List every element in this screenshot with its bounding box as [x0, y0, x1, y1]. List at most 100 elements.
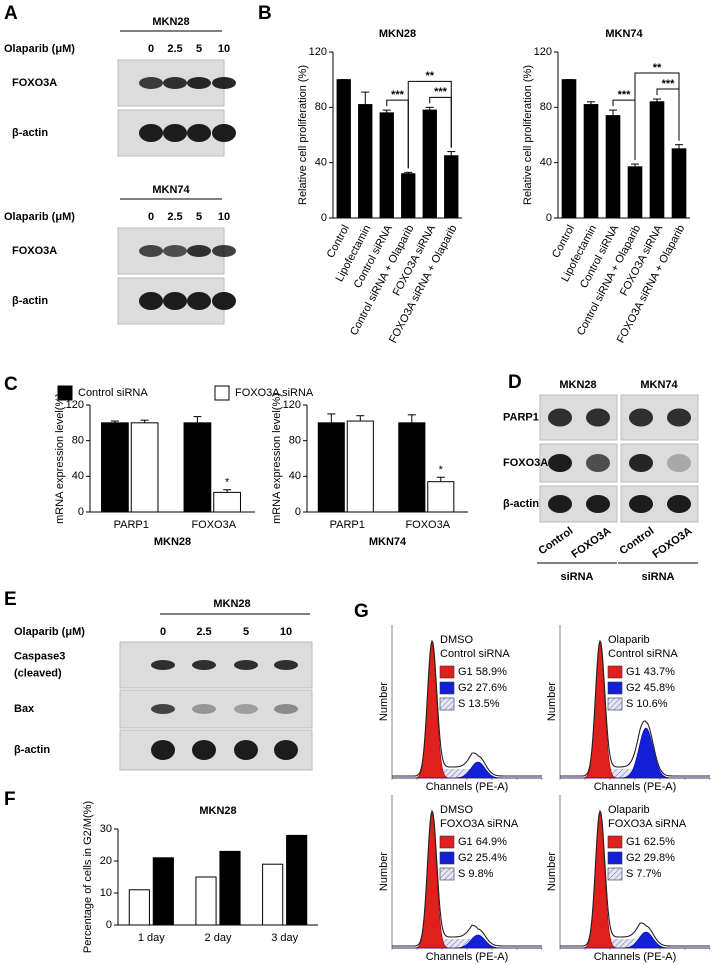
phase-label: S 13.5%: [458, 698, 500, 710]
cell-line-label: MKN28: [213, 598, 250, 610]
bar: [671, 148, 687, 219]
blot-band: [234, 660, 258, 670]
phase-swatch: [607, 665, 623, 679]
x-tick-label: PARP1: [114, 519, 149, 531]
phase-g2: [560, 931, 710, 949]
x-tick-label: 2 day: [205, 932, 232, 944]
blot-band: [163, 124, 187, 142]
histogram-outline: [392, 809, 542, 947]
dose-label: 10: [280, 626, 292, 638]
dose-label: 10: [218, 43, 230, 55]
phase-swatch: [439, 851, 455, 865]
chart-title: MKN28: [199, 805, 236, 817]
y-tick-label: 0: [321, 212, 327, 224]
blot-row-label: β-actin: [12, 295, 48, 307]
blot-band: [548, 408, 572, 427]
blot-band: [139, 245, 163, 257]
blot-row-label: FOXO3A: [12, 77, 57, 89]
blot-row-label: FOXO3A: [503, 457, 548, 469]
blot-band: [192, 704, 216, 714]
condition-label: Olaparib: [608, 634, 650, 646]
panel-letter: G: [354, 601, 369, 622]
panel-letter: E: [4, 589, 17, 610]
panel-letter: D: [508, 372, 522, 393]
bar: [561, 79, 577, 219]
blot-band: [274, 740, 298, 760]
y-tick-label: 120: [534, 46, 552, 58]
phase-swatch: [439, 697, 455, 711]
histogram-outline: [560, 809, 710, 947]
bar: [101, 422, 129, 513]
condition-label: FOXO3A siRNA: [440, 818, 519, 830]
condition-label: Control siRNA: [608, 648, 678, 660]
bar: [379, 112, 394, 219]
phase-label: S 10.6%: [626, 698, 668, 710]
phase-label: G1 64.9%: [458, 836, 507, 848]
phase-g1: [560, 811, 710, 949]
y-tick-label: 120: [66, 399, 84, 411]
x-tick-label: 3 day: [271, 932, 298, 944]
blot-row-label: β-actin: [14, 744, 50, 756]
x-axis-label: MKN28: [154, 536, 191, 548]
histogram-x-label: Channels (PE-A): [426, 951, 509, 963]
treatment-label: Olaparib (μM): [4, 211, 75, 223]
blot-band: [586, 454, 610, 472]
bar: [358, 104, 373, 219]
histogram-y-label: Number: [546, 852, 558, 891]
bar: [213, 491, 241, 513]
dose-label: 5: [196, 43, 202, 55]
cell-line-label: MKN28: [152, 16, 189, 28]
condition-label: Olaparib: [608, 804, 650, 816]
y-tick-label: 0: [295, 506, 301, 518]
panel-letter: A: [4, 3, 18, 24]
bar: [422, 109, 437, 219]
blot-band: [187, 292, 211, 310]
bar: [317, 422, 345, 513]
blot-row-label: Bax: [14, 703, 35, 715]
phase-label: G1 62.5%: [626, 836, 675, 848]
bar: [583, 104, 599, 219]
cell-line-label: MKN74: [152, 184, 190, 196]
condition-label: DMSO: [440, 804, 473, 816]
significance-label: *: [225, 477, 230, 489]
blot-band: [629, 454, 653, 472]
x-tick-label: PARP1: [330, 519, 365, 531]
phase-s: [392, 939, 542, 948]
blot-band: [139, 124, 163, 142]
treatment-label: Olaparib (μM): [4, 43, 75, 55]
y-axis-label: mRNA expression level(%): [54, 393, 66, 524]
dose-label: 10: [218, 211, 230, 223]
dose-label: 2.5: [196, 626, 211, 638]
x-tick-label: 1 day: [138, 932, 165, 944]
phase-g1: [560, 641, 710, 779]
bar: [427, 481, 455, 513]
blot-row-label: (cleaved): [14, 667, 62, 679]
y-tick-label: 120: [309, 46, 327, 58]
dose-label: 5: [196, 211, 202, 223]
blot-band: [274, 704, 298, 714]
blot-band: [212, 292, 236, 310]
blot-band: [548, 454, 572, 472]
bar: [183, 422, 212, 513]
y-axis-label: Relative cell proliferation (%): [297, 65, 309, 205]
phase-label: G2 45.8%: [626, 682, 675, 694]
significance-label: **: [425, 70, 434, 82]
bar: [262, 863, 284, 926]
blot-row-label: FOXO3A: [12, 245, 57, 257]
blot-band: [667, 454, 691, 472]
blot-band: [163, 292, 187, 310]
phase-label: G1 58.9%: [458, 666, 507, 678]
phase-label: G2 27.6%: [458, 682, 507, 694]
blot-row-label: Caspase3: [14, 650, 65, 662]
bar: [401, 173, 416, 219]
bar: [130, 422, 159, 513]
phase-swatch: [439, 665, 455, 679]
y-tick-label: 10: [100, 887, 112, 899]
y-tick-label: 80: [72, 435, 84, 447]
bar: [128, 889, 150, 926]
blot-band: [151, 740, 175, 760]
blot-band: [139, 77, 163, 89]
y-tick-label: 80: [540, 101, 552, 113]
panel-letter: B: [258, 3, 272, 24]
y-tick-label: 0: [546, 212, 552, 224]
